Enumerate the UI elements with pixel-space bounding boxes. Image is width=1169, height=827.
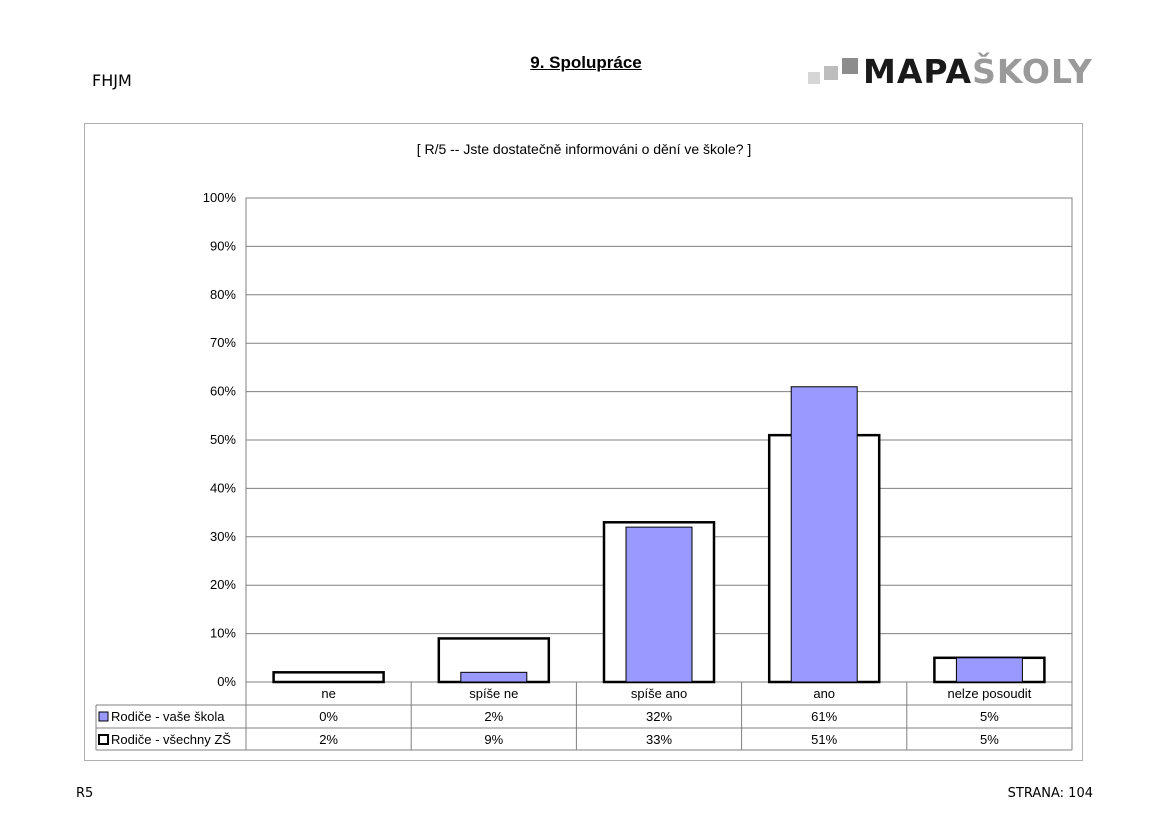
footer-page: STRANA: 104 [1007,786,1093,801]
category-label: ano [813,686,835,701]
data-label: 61% [811,709,837,724]
y-tick-label: 100% [203,190,237,205]
y-tick-label: 90% [210,238,236,253]
legend-label: Rodiče - všechny ZŠ [111,732,231,747]
y-tick-label: 20% [210,577,236,592]
bar-filled-3 [625,526,693,683]
bar-filled-5 [955,657,1023,683]
category-label: nelze posoudit [947,686,1031,701]
legend-label: Rodiče - vaše škola [111,709,225,724]
bar-filled-2 [460,671,528,683]
legend-key-filled [98,711,109,722]
y-tick-label: 30% [210,529,236,544]
y-tick-label: 0% [217,674,236,689]
category-label: spíše ne [469,686,518,701]
data-label: 2% [319,732,338,747]
data-label: 9% [484,732,503,747]
data-label: 51% [811,732,837,747]
y-tick-label: 60% [210,384,236,399]
data-label: 2% [484,709,503,724]
y-tick-label: 50% [210,432,236,447]
data-label: 33% [646,732,672,747]
y-tick-label: 80% [210,287,236,302]
category-label: ne [321,686,335,701]
y-tick-label: 40% [210,480,236,495]
footer-code: R5 [76,786,94,801]
page-number: 104 [1068,786,1093,801]
data-label: 5% [980,709,999,724]
chart-title: [ R/5 -- Jste dostatečně informováni o d… [416,141,752,157]
legend-key-outline [98,734,109,745]
chart-frame [84,123,1083,761]
bar-outline-1 [272,671,385,684]
mapa-skoly-logo: MAPAŠKOLY [808,52,1092,92]
y-tick-label: 10% [210,626,236,641]
data-label: 5% [980,732,999,747]
data-label: 0% [319,709,338,724]
bar-filled-4 [790,386,858,683]
category-label: spíše ano [631,686,687,701]
school-code: FHJM [92,71,132,90]
section-title: 9. Spolupráce [530,53,642,72]
data-label: 32% [646,709,672,724]
y-tick-label: 70% [210,335,236,350]
